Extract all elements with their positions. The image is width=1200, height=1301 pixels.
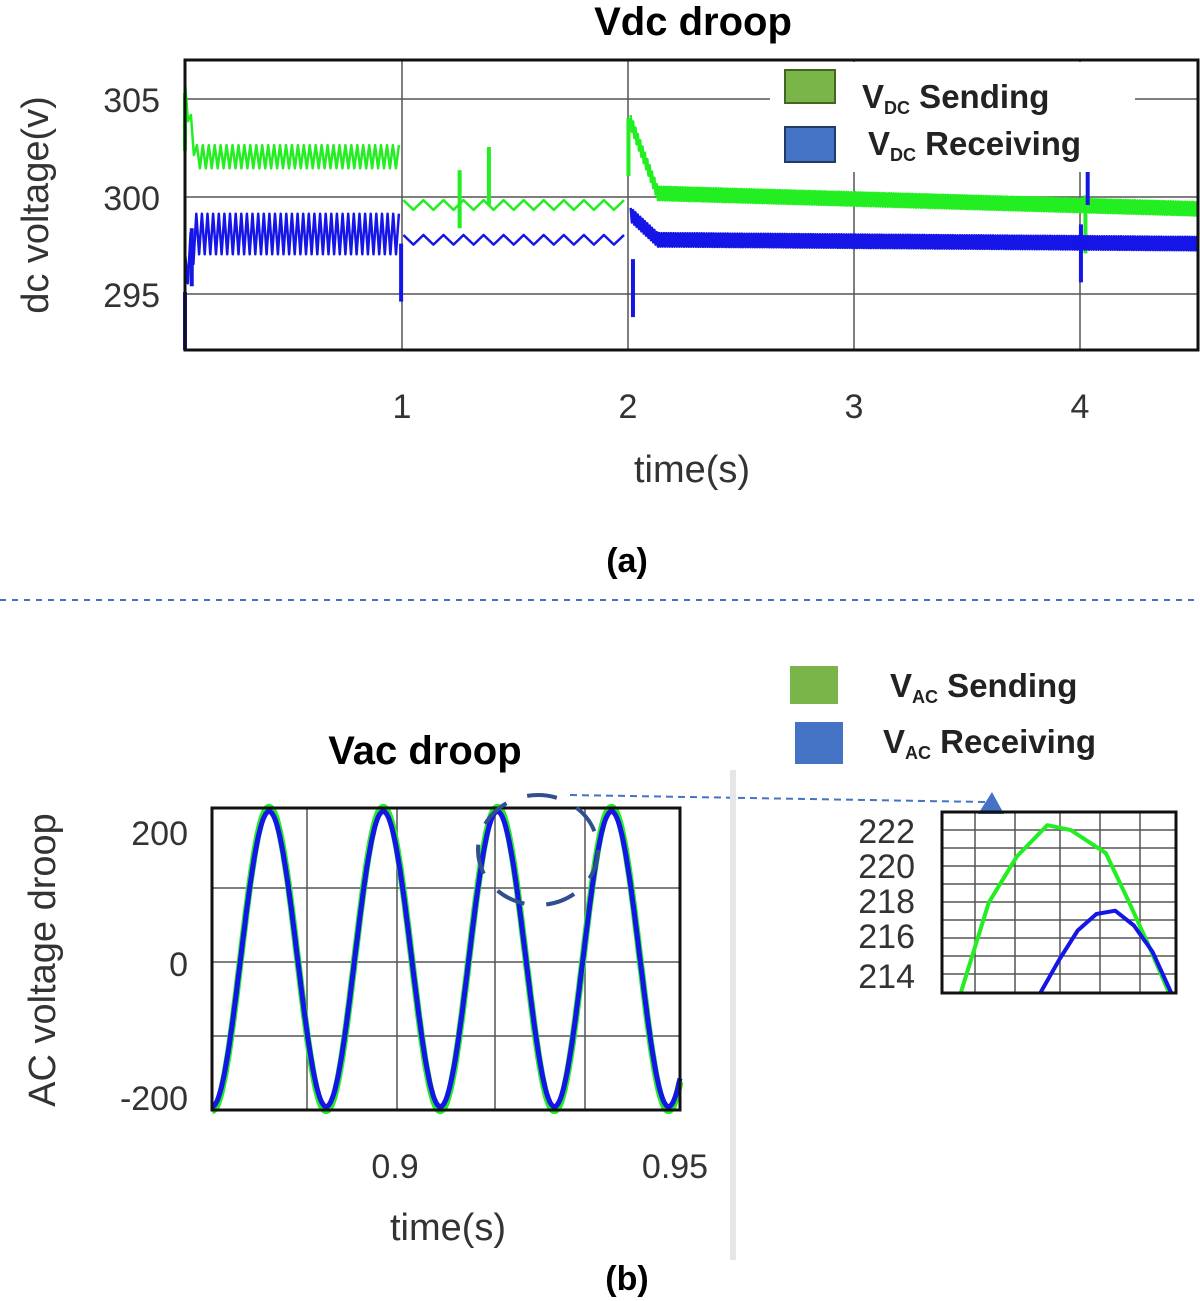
zoom-connector-line	[569, 794, 986, 803]
series-a-1-segment-2	[629, 207, 1200, 252]
legend-b-label-sending: VAC Sending	[890, 667, 1077, 707]
series-a-1-segment-0	[183, 212, 401, 285]
inset-grid	[942, 812, 1176, 993]
chart-b-plot	[209, 803, 684, 1115]
xtick-a-3: 3	[845, 388, 864, 426]
chart-b-legend: VAC Sending VAC Receiving	[790, 666, 1096, 764]
xtick-a-2: 2	[619, 388, 638, 426]
ytick-a-295: 295	[103, 277, 160, 315]
inset-plot	[958, 823, 1174, 994]
xtick-a-1: 1	[393, 388, 412, 426]
legend-a-swatch-receiving	[784, 126, 836, 163]
series-a-0-segment-2	[629, 115, 1200, 217]
xtick-a-4: 4	[1071, 388, 1090, 426]
chart-a-plot	[183, 81, 1200, 350]
chart-a-xlabel: time(s)	[634, 449, 750, 491]
series-a-1-segment-1	[402, 233, 625, 246]
chart-a-ylabel: dc voltage(v)	[15, 96, 57, 314]
legend-a-label-sending: VDC Sending	[862, 78, 1049, 118]
ytick-inset-214: 214	[858, 958, 915, 996]
legend-a-label-receiving: VDC Receiving	[868, 125, 1081, 165]
ytick-b-0: 0	[169, 946, 188, 984]
chart-b-ylabel: AC voltage droop	[22, 813, 64, 1107]
ytick-a-305: 305	[103, 82, 160, 120]
ytick-inset-218: 218	[858, 883, 915, 921]
zoom-connector-arrowhead	[978, 792, 1004, 814]
legend-a-swatch-sending	[784, 69, 836, 104]
chart-a-title: Vdc droop	[594, 0, 792, 44]
panel-b-label: (b)	[605, 1260, 648, 1298]
ytick-a-300: 300	[103, 180, 160, 218]
legend-b-label-receiving: VAC Receiving	[883, 723, 1096, 763]
series-a-0-segment-1	[402, 198, 625, 212]
panel-a: Vdc droop VDC Sending VDC Receiving 305 …	[15, 0, 1200, 580]
legend-b-swatch-receiving	[795, 722, 843, 764]
chart-b-frame	[210, 806, 682, 1112]
series-inset-1-line	[1038, 908, 1174, 994]
panel-b: Vac droop 200 0 -200 0.9 0.95 time(s) AC…	[22, 666, 1178, 1298]
ytick-b-200: 200	[131, 815, 188, 853]
chart-a-frame	[183, 58, 1200, 352]
chart-b-xlabel: time(s)	[390, 1207, 506, 1249]
legend-b-swatch-sending	[790, 666, 838, 704]
zoom-highlight-ellipse	[476, 793, 600, 907]
panel-a-label: (a)	[606, 542, 648, 580]
xtick-b-0.9: 0.9	[371, 1148, 418, 1186]
series-a-0-segment-0	[183, 81, 401, 170]
ytick-inset-222: 222	[858, 813, 915, 851]
series-inset-0-line	[958, 823, 1171, 994]
ytick-b-neg200: -200	[120, 1080, 188, 1118]
inset-zoom: 222 220 218 216 214	[858, 810, 1178, 996]
chart-b-title: Vac droop	[328, 729, 521, 773]
ytick-inset-220: 220	[858, 848, 915, 886]
xtick-b-0.95: 0.95	[642, 1148, 708, 1186]
ytick-inset-216: 216	[858, 918, 915, 956]
chart-a-legend: VDC Sending VDC Receiving	[770, 62, 1135, 172]
series-b-1-line	[210, 808, 683, 1110]
inset-frame	[940, 810, 1178, 995]
